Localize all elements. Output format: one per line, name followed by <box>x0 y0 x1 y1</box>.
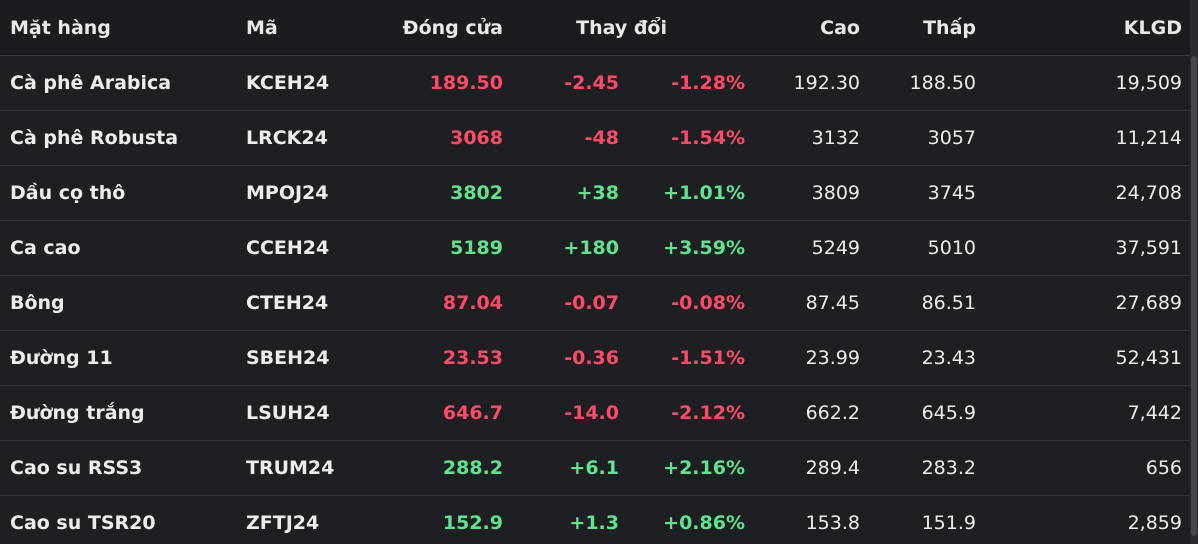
table-row[interactable]: Dầu cọ thô MPOJ24 3802 +38 +1.01% 3809 3745 24,… <box>0 166 1190 221</box>
commodity-name: Cao su RSS3 <box>10 457 143 479</box>
table-row[interactable]: Cao su TSR20 ZFTJ24 152.9 +1.3 +0.86% 153.8 15… <box>0 496 1190 544</box>
price-change: +6.1 <box>569 457 619 479</box>
close-price: 646.7 <box>442 402 503 424</box>
close-price: 23.53 <box>442 347 503 369</box>
percent-change: +1.01% <box>663 182 745 204</box>
low-price: 151.9 <box>921 512 976 534</box>
scrollbar-thumb[interactable] <box>1191 56 1197 536</box>
high-price: 87.45 <box>805 292 860 314</box>
percent-change: -1.28% <box>671 72 745 94</box>
commodity-code: MPOJ24 <box>246 182 329 204</box>
header-name[interactable]: Mặt hàng <box>10 16 111 39</box>
table-row[interactable]: Bông CTEH24 87.04 -0.07 -0.08% 87.45 86.51 27,6… <box>0 276 1190 331</box>
high-price: 662.2 <box>805 402 860 424</box>
table-row[interactable]: Cà phê Robusta LRCK24 3068 -48 -1.54% 3132 305… <box>0 111 1190 166</box>
commodity-name: Ca cao <box>10 237 81 259</box>
low-price: 23.43 <box>921 347 976 369</box>
trading-volume: 37,591 <box>1115 237 1182 259</box>
commodity-code: KCEH24 <box>246 72 330 94</box>
price-change: -0.36 <box>564 347 619 369</box>
commodity-name: Dầu cọ thô <box>10 182 126 204</box>
low-price: 188.50 <box>909 72 976 94</box>
low-price: 3745 <box>927 182 976 204</box>
commodity-code: TRUM24 <box>246 457 335 479</box>
commodity-name: Cà phê Robusta <box>10 127 179 149</box>
price-change: +180 <box>563 237 619 259</box>
price-change: -48 <box>584 127 619 149</box>
close-price: 288.2 <box>442 457 503 479</box>
price-change: -14.0 <box>564 402 619 424</box>
commodity-name: Đường 11 <box>10 347 113 369</box>
price-change: -0.07 <box>564 292 619 314</box>
commodity-name: Đường trắng <box>10 402 145 424</box>
low-price: 3057 <box>927 127 976 149</box>
trading-volume: 656 <box>1145 457 1182 479</box>
header-volume[interactable]: KLGD <box>1123 16 1182 39</box>
percent-change: +3.59% <box>663 237 745 259</box>
high-price: 3132 <box>811 127 860 149</box>
percent-change: -0.08% <box>671 292 745 314</box>
high-price: 3809 <box>811 182 860 204</box>
header-high[interactable]: Cao <box>820 16 860 39</box>
trading-volume: 27,689 <box>1115 292 1182 314</box>
trading-volume: 2,859 <box>1127 512 1182 534</box>
close-price: 87.04 <box>442 292 503 314</box>
high-price: 192.30 <box>793 72 860 94</box>
close-price: 152.9 <box>442 512 503 534</box>
commodity-name: Cao su TSR20 <box>10 512 156 534</box>
table-row[interactable]: Cà phê Arabica KCEH24 189.50 -2.45 -1.28% 192… <box>0 56 1190 111</box>
low-price: 283.2 <box>921 457 976 479</box>
high-price: 23.99 <box>805 347 860 369</box>
table-row[interactable]: Đường 11 SBEH24 23.53 -0.36 -1.51% 23.99 23.43… <box>0 331 1190 386</box>
trading-volume: 7,442 <box>1127 402 1182 424</box>
header-code[interactable]: Mã <box>246 16 278 39</box>
commodity-code: CCEH24 <box>246 237 330 259</box>
price-change: +1.3 <box>569 512 619 534</box>
close-price: 3068 <box>450 127 503 149</box>
percent-change: +2.16% <box>663 457 745 479</box>
percent-change: -1.51% <box>671 347 745 369</box>
price-change: +38 <box>576 182 619 204</box>
high-price: 5249 <box>811 237 860 259</box>
high-price: 289.4 <box>805 457 860 479</box>
commodity-name: Cà phê Arabica <box>10 72 172 94</box>
close-price: 189.50 <box>429 72 503 94</box>
commodity-name: Bông <box>10 292 65 314</box>
header-change[interactable]: Thay đổi <box>576 16 667 39</box>
table-row[interactable]: Đường trắng LSUH24 646.7 -14.0 -2.12% 662.2 64… <box>0 386 1190 441</box>
commodity-code: ZFTJ24 <box>246 512 320 534</box>
commodity-code: LRCK24 <box>246 127 328 149</box>
table-header: Mặt hàng Mã Đóng cửa Thay đổi Cao Thấp K… <box>0 0 1190 56</box>
trading-volume: 19,509 <box>1115 72 1182 94</box>
low-price: 86.51 <box>921 292 976 314</box>
close-price: 3802 <box>450 182 503 204</box>
table-body: Cà phê Arabica KCEH24 189.50 -2.45 -1.28% 192… <box>0 56 1190 544</box>
header-close[interactable]: Đóng cửa <box>402 16 503 39</box>
high-price: 153.8 <box>805 512 860 534</box>
percent-change: -1.54% <box>671 127 745 149</box>
table-row[interactable]: Ca cao CCEH24 5189 +180 +3.59% 5249 5010 37,591 <box>0 221 1190 276</box>
percent-change: +0.86% <box>663 512 745 534</box>
table-row[interactable]: Cao su RSS3 TRUM24 288.2 +6.1 +2.16% 289.4 283… <box>0 441 1190 496</box>
trading-volume: 11,214 <box>1115 127 1182 149</box>
trading-volume: 52,431 <box>1115 347 1182 369</box>
commodity-code: CTEH24 <box>246 292 329 314</box>
low-price: 5010 <box>927 237 976 259</box>
commodity-code: LSUH24 <box>246 402 330 424</box>
header-low[interactable]: Thấp <box>923 16 976 39</box>
trading-volume: 24,708 <box>1115 182 1182 204</box>
commodity-code: SBEH24 <box>246 347 330 369</box>
percent-change: -2.12% <box>671 402 745 424</box>
vertical-scrollbar[interactable] <box>1190 0 1198 544</box>
close-price: 5189 <box>450 237 503 259</box>
price-change: -2.45 <box>564 72 619 94</box>
low-price: 645.9 <box>921 402 976 424</box>
